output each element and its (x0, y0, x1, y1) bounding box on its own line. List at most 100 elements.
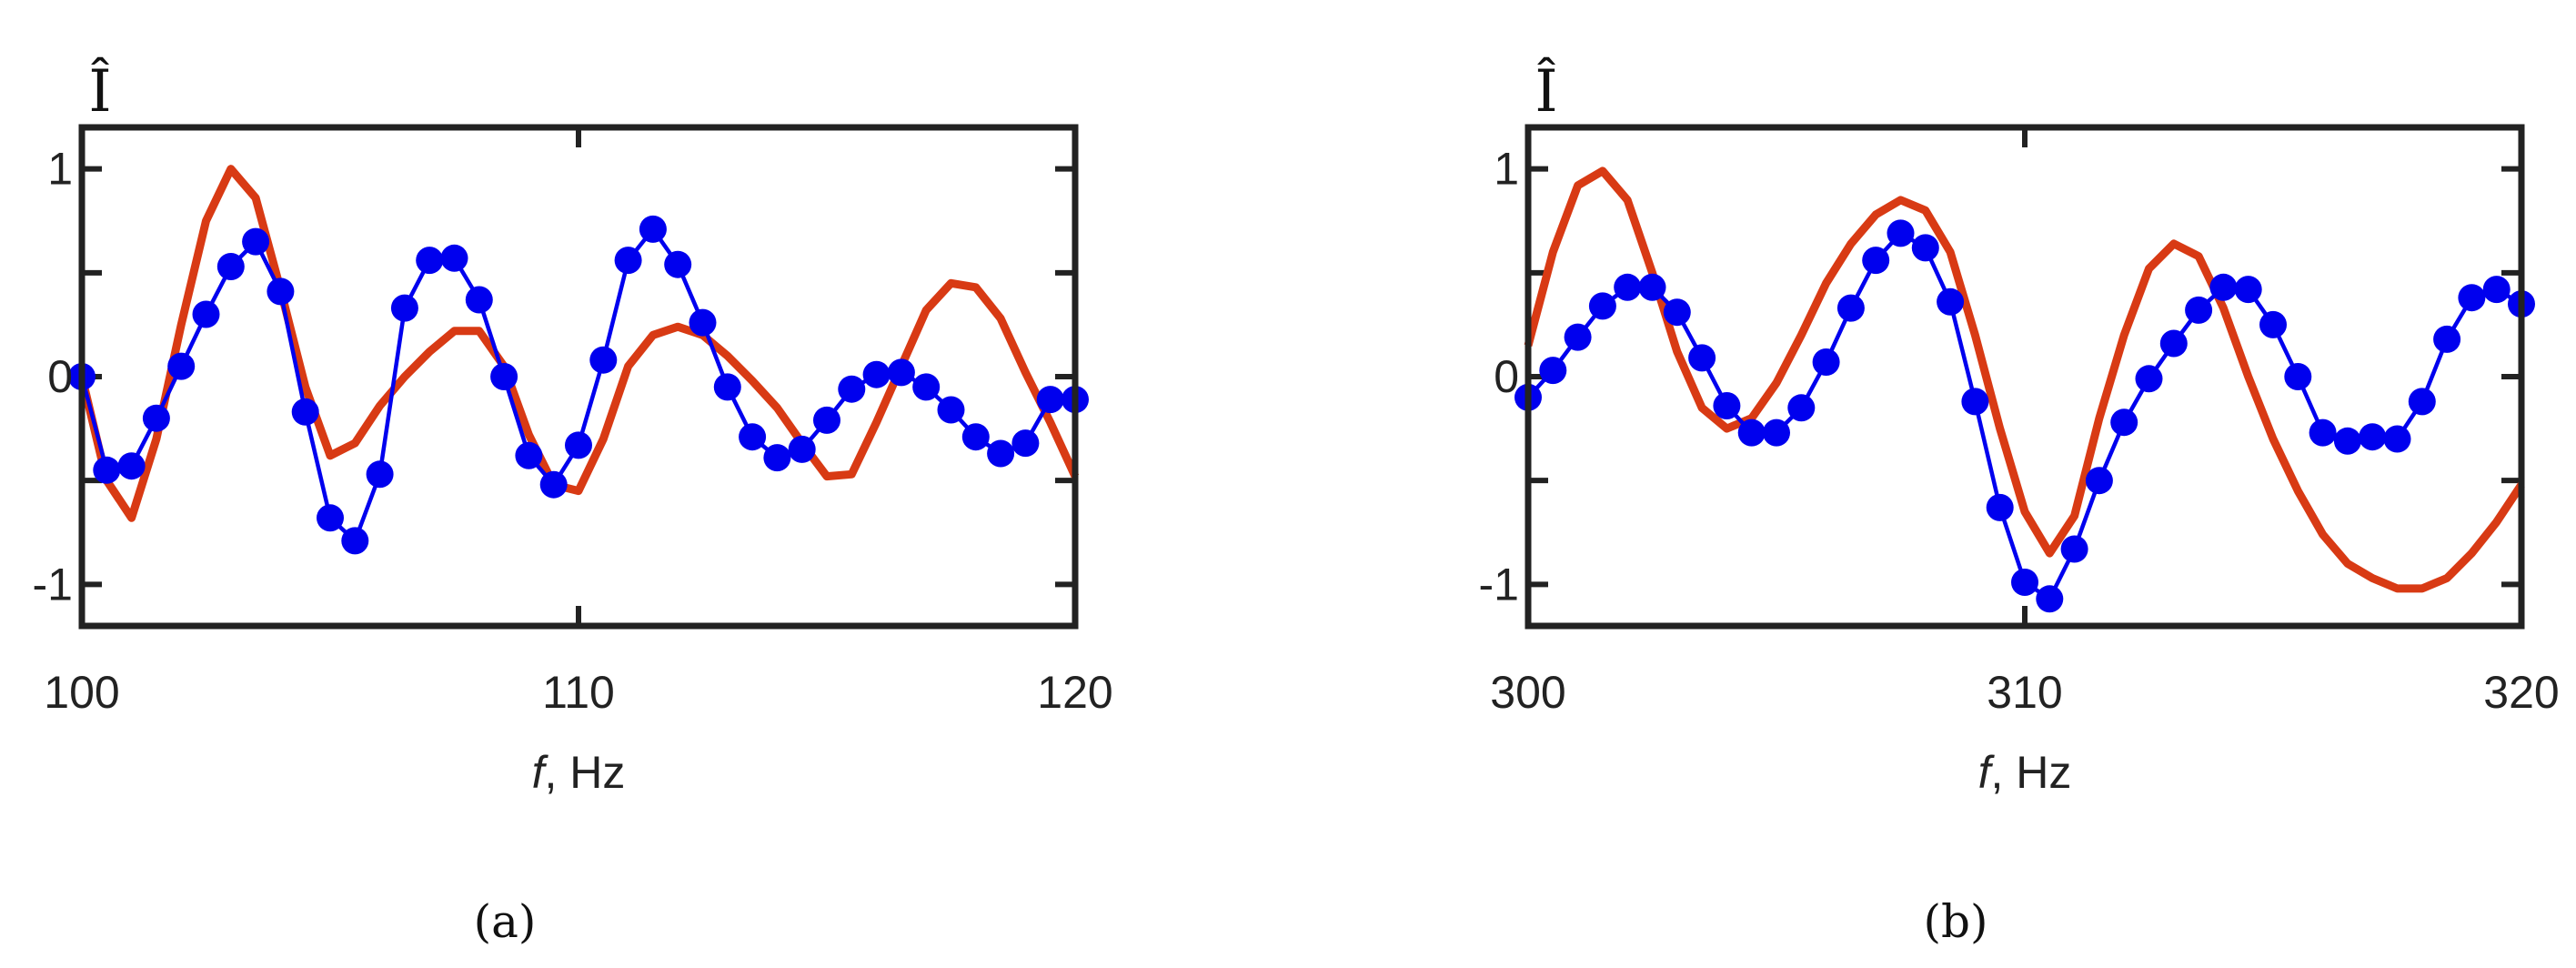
series-1-point (93, 456, 121, 484)
y-tick-label: 1 (1494, 144, 1519, 195)
series-1-point (490, 363, 518, 390)
series-1-point (366, 460, 394, 489)
series-1-point (2036, 585, 2064, 613)
series-1-point (1937, 287, 1965, 316)
series-1-point (1763, 418, 1790, 447)
series-1-point (838, 375, 866, 403)
series-1-point (1539, 357, 1567, 385)
series-1-line (1526, 231, 2523, 601)
series-1-point (862, 360, 891, 388)
series-1-point (2060, 535, 2088, 563)
series-1-point (1011, 429, 1040, 458)
series-1-point (1036, 386, 1064, 414)
series-1-point (763, 444, 791, 472)
x-axis-label: f, Hz (532, 747, 626, 798)
panel-caption: (a) (474, 895, 537, 948)
series-1-point (1836, 294, 1865, 322)
series-1-point (937, 396, 965, 424)
series-1-point (216, 253, 245, 280)
series-1-point (2135, 365, 2163, 393)
series-1-point (291, 398, 319, 426)
series-1-point (664, 250, 692, 278)
x-tick-label: 120 (1037, 667, 1112, 718)
series-1-point (614, 247, 642, 275)
series-1-point (961, 423, 990, 451)
series-1-point (341, 527, 369, 555)
series-1-point (2309, 418, 2337, 447)
series-1-point (2159, 329, 2188, 358)
chart-panel-1: -1 0 1 300 310 320 Îf, Hz (b) (1479, 57, 2560, 948)
y-axis-label: Î (88, 57, 111, 126)
series-1-point (1887, 219, 1915, 247)
y-tick-label: -1 (33, 559, 73, 610)
series-1-point (589, 346, 618, 374)
series-1-point (788, 435, 816, 463)
series-0-line (1524, 166, 2525, 593)
series-1-point (2333, 427, 2361, 455)
series-1-point (1638, 273, 1666, 301)
series-1-point (2185, 296, 2213, 324)
series-1-point (142, 404, 170, 432)
series-1-point (1862, 247, 1890, 275)
series-1-point (2085, 467, 2113, 495)
series-1-point (390, 294, 418, 322)
series-1-point (987, 439, 1015, 468)
series-1-point (689, 308, 717, 337)
series-1-point (565, 431, 592, 459)
series-1-point (2234, 276, 2262, 304)
y-axis-label: Î (1535, 57, 1557, 126)
y-tick-label: 0 (1494, 351, 1519, 402)
series-1-point (1588, 292, 1616, 320)
x-tick-label: 310 (1987, 667, 2062, 718)
x-tick-label: 110 (542, 667, 615, 718)
series-1-point (317, 504, 344, 532)
series-1-point (2209, 273, 2238, 301)
series-1-point (713, 373, 741, 401)
panel-caption: (b) (1923, 895, 1987, 948)
series-1-point (2284, 363, 2312, 390)
series-1-point (2458, 284, 2486, 312)
x-tick-label: 100 (44, 667, 119, 718)
series-1-point (1961, 388, 1989, 416)
y-tick-label: 0 (47, 351, 73, 402)
series-1-point (2383, 425, 2411, 453)
series-1-point (2110, 408, 2138, 437)
series-1-point (739, 423, 767, 451)
x-tick-label: 300 (1490, 667, 1565, 718)
series-1-point (1812, 348, 1840, 376)
x-tick-label: 320 (2483, 667, 2559, 718)
plot-frame (78, 124, 1079, 630)
series-1-point (1737, 418, 1766, 447)
series-1-point (2259, 310, 2287, 338)
series-1-point (2408, 388, 2436, 416)
y-tick-label: -1 (1479, 559, 1519, 610)
series-1-point (1911, 234, 1939, 262)
series-1-point (1614, 273, 1642, 301)
x-axis-label: f, Hz (1978, 747, 2072, 798)
series-1-point (813, 406, 840, 434)
series-1-point (1663, 298, 1691, 327)
series-0-line (77, 165, 1080, 522)
series-1-point (2482, 276, 2511, 304)
series-1-point (1986, 493, 2014, 521)
series-1-point (1787, 394, 1816, 422)
series-1-point (887, 358, 915, 387)
series-1-point (912, 373, 941, 401)
series-1-point (639, 215, 667, 243)
series-1-point (539, 470, 568, 499)
series-1-point (167, 352, 196, 380)
series-1-point (416, 247, 444, 275)
series-1-point (2433, 325, 2461, 353)
series-1-point (192, 300, 220, 328)
series-1-point (515, 441, 543, 469)
series-1-point (1713, 392, 1741, 419)
series-1-point (440, 244, 468, 272)
series-1-point (2359, 423, 2387, 451)
y-tick-label: 1 (47, 144, 73, 195)
series-1-point (1564, 323, 1592, 351)
series-1-point (465, 286, 493, 314)
chart-panel-0: -1 0 1 100 110 120 Îf, Hz (a) (33, 57, 1113, 948)
series-1-point (117, 452, 146, 480)
series-1-point (2011, 569, 2038, 596)
